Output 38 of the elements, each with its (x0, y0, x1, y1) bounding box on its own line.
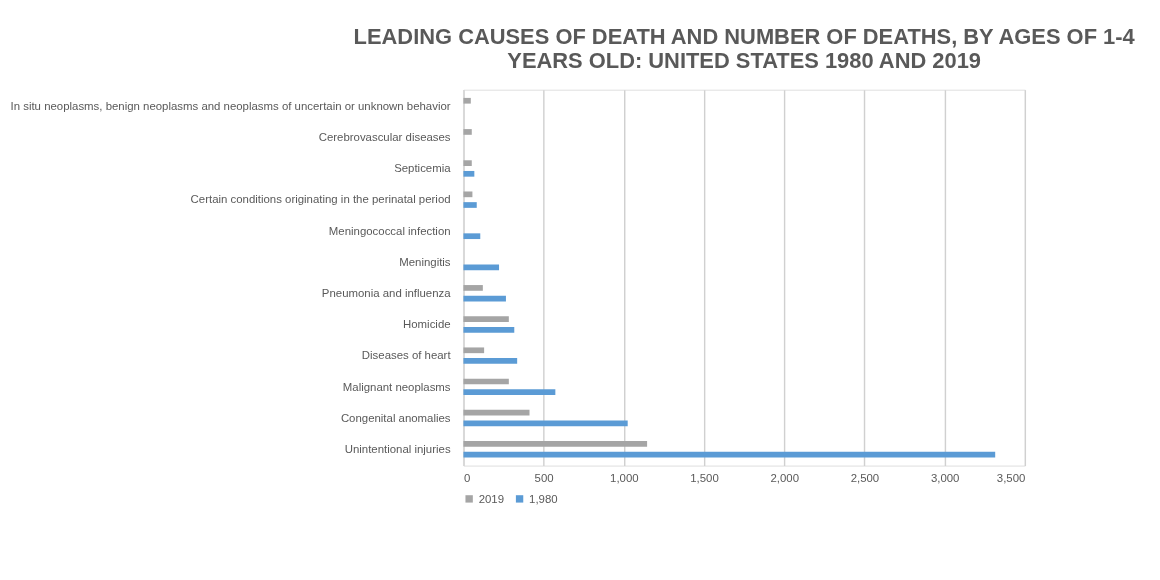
bar (463, 441, 648, 447)
x-tick-label: 1,000 (610, 472, 639, 485)
y-tick-label: Septicemia (394, 162, 452, 175)
bar (463, 347, 485, 354)
chart-title: LEADING CAUSES OF DEATH AND NUMBER OF DEATHS, BY AGES OF 1-4 YEARS OLD: UNITED STATES 1980 AND 2019 (353, 24, 1136, 73)
bar (463, 389, 556, 396)
bar (463, 191, 473, 198)
bar (463, 326, 515, 333)
x-tick-label: 1,500 (690, 472, 719, 485)
x-tick-label: 3,500 (996, 472, 1026, 485)
legend-label: 1,980 (529, 492, 558, 505)
y-tick-label: Homicide (403, 318, 451, 331)
y-tick-label: Certain conditions originating in the perinatal period (190, 193, 451, 206)
y-tick-label: Congenital anomalies (340, 411, 451, 424)
bar (463, 129, 472, 135)
y-tick-label: Meningococcal infection (328, 224, 451, 237)
bar (463, 170, 475, 177)
y-tick-label: Unintentional injuries (344, 443, 451, 456)
y-tick-label: Malignant neoplasms (342, 380, 451, 393)
bar (463, 202, 477, 208)
x-tick-label: 2,000 (770, 472, 799, 485)
y-tick-label: Pneumonia and influenza (321, 287, 452, 300)
bar (463, 409, 530, 416)
y-tick-label: In situ neoplasms, benign neoplasms and neoplasms of uncertain or unknown behavior (10, 99, 451, 112)
bar (463, 160, 472, 166)
x-tick-label: 2,500 (850, 472, 880, 485)
x-tick-label: 500 (534, 472, 554, 485)
bar (463, 285, 483, 291)
bar (463, 233, 481, 240)
bar (463, 358, 518, 364)
y-tick-label: Cerebrovascular diseases (318, 131, 451, 144)
x-tick-label: 3,000 (930, 472, 960, 485)
y-tick-label: Meningitis (399, 255, 451, 268)
bar (463, 97, 471, 104)
y-tick-label: Diseases of heart (361, 349, 452, 362)
x-tick-label: 0 (463, 472, 471, 485)
legend-label: 2019 (478, 492, 505, 505)
bar (463, 316, 509, 322)
